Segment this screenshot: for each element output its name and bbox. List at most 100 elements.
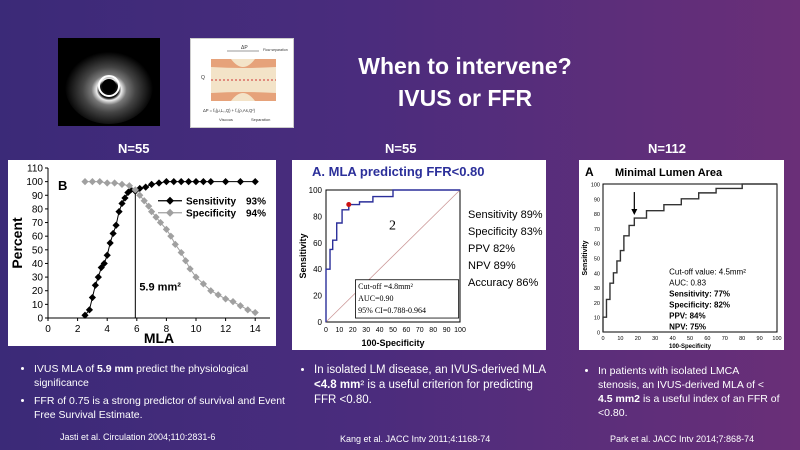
- x-tick-label: 60: [403, 327, 411, 334]
- stat-line: AUC: 0.83: [669, 278, 706, 287]
- ivus-image-graphic: [58, 38, 160, 126]
- stat-line: NPV: 75%: [669, 322, 706, 331]
- plot-frame: [602, 183, 778, 333]
- x-tick-label: 0: [45, 324, 51, 335]
- y-axis-label: Sensitivity: [582, 240, 589, 275]
- data-point: [171, 240, 179, 248]
- x-tick-label: 50: [687, 336, 693, 342]
- data-point: [91, 281, 99, 289]
- data-point: [182, 257, 190, 265]
- data-point: [103, 179, 111, 187]
- cutoff-point: [346, 202, 352, 208]
- y-tick-label: 60: [313, 239, 322, 248]
- n-label-2: N=55: [385, 141, 417, 156]
- y-tick-label: 10: [594, 316, 600, 322]
- bullets-3: In patients with isolated LMCA stenosis,…: [580, 364, 780, 424]
- y-tick-label: 30: [32, 273, 44, 284]
- data-point: [251, 178, 259, 186]
- inset-line: Cut-off =4.8mm²: [358, 282, 413, 291]
- x-tick-label: 60: [704, 336, 710, 342]
- y-tick-label: 100: [309, 186, 323, 195]
- data-point: [121, 194, 129, 202]
- x-tick-label: 80: [739, 336, 745, 342]
- data-point: [185, 178, 193, 186]
- x-tick-label: 50: [389, 327, 397, 334]
- y-tick-label: 70: [32, 218, 44, 229]
- diagram-viscous-label: Viscous: [219, 117, 233, 122]
- y-tick-label: 80: [594, 212, 600, 218]
- y-tick-label: 110: [27, 164, 43, 175]
- bullet-1-2: FFR of 0.75 is a strong predictor of sur…: [34, 394, 286, 422]
- x-tick-label: 40: [376, 327, 384, 334]
- stat-line: PPV 82%: [468, 243, 515, 255]
- stat-line: Specificity: 82%: [669, 300, 730, 309]
- y-tick-label: 80: [32, 204, 44, 215]
- data-point: [118, 199, 126, 208]
- data-point: [140, 197, 148, 205]
- y-tick-label: 100: [591, 183, 600, 189]
- panel-letter: A: [585, 165, 594, 179]
- chart-panel-3: A Minimal Lumen Area 0 10 20 30 40 50 60 70 80 90 10…: [579, 160, 784, 350]
- stat-line: Specificity 83%: [468, 226, 543, 238]
- data-point: [88, 293, 96, 302]
- data-point: [106, 239, 114, 247]
- y-tick-label: 20: [32, 286, 44, 297]
- data-point: [186, 265, 194, 273]
- data-point: [244, 306, 252, 314]
- stenosis-diagram-graphic: ΔP Q Flow separation ΔP = fᵥ(μ,Lₛ,Q) + f…: [201, 45, 288, 122]
- x-tick-label: 90: [443, 327, 451, 334]
- y-tick-label: 60: [594, 242, 600, 248]
- roc-curve: [602, 183, 777, 332]
- roc-curve: [325, 189, 460, 322]
- data-point: [236, 178, 244, 186]
- legend-label: Specificity: [186, 209, 236, 220]
- data-point: [192, 178, 200, 186]
- chart-panel-1: 0 10 20 30 40 50 60 70 80 90 100 110 0 2 4 6 8 10 12 14 MLA P…: [8, 160, 276, 346]
- stat-line: Sensitivity: 77%: [669, 289, 730, 298]
- n-label-1: N=55: [118, 141, 150, 156]
- title-line2: IVUS or FFR: [397, 85, 533, 111]
- data-point: [131, 186, 139, 194]
- y-tick-label: 100: [26, 177, 43, 188]
- x-tick-label: 12: [220, 324, 232, 335]
- cutoff-arrow-head: [631, 209, 638, 216]
- x-tick-label: 10: [190, 324, 202, 335]
- y-tick-label: 90: [594, 197, 600, 203]
- data-point: [100, 259, 108, 268]
- x-tick-label: 0: [324, 327, 328, 334]
- stat-line: Sensitivity 89%: [468, 209, 543, 221]
- y-tick-label: 30: [594, 286, 600, 292]
- diagram-dp-label: ΔP: [241, 45, 248, 51]
- data-point: [162, 225, 170, 233]
- x-tick-label: 10: [617, 336, 623, 342]
- chart-1: 0 10 20 30 40 50 60 70 80 90 100 110 0 2 4 6 8 10 12 14 MLA P…: [9, 164, 270, 346]
- x-tick-label: 2: [75, 324, 81, 335]
- x-tick-label: 100: [772, 336, 781, 342]
- stat-line: Accuracy 86%: [468, 277, 539, 289]
- y-tick-label: 0: [597, 331, 600, 337]
- stat-line: NPV 89%: [468, 260, 516, 272]
- x-tick-label: 4: [104, 324, 110, 335]
- citation-1: Jasti et al. Circulation 2004;110:2831-6: [60, 432, 216, 442]
- data-point: [124, 188, 132, 197]
- n-label-3: N=112: [648, 141, 686, 156]
- x-tick-label: 70: [416, 327, 424, 334]
- cutoff-annotation: 5.9 mm²: [139, 282, 181, 294]
- data-point: [167, 232, 175, 240]
- panel-letter: B: [58, 178, 67, 193]
- diagram-flow-label: Flow separation: [263, 48, 288, 52]
- legend-marker: [166, 208, 174, 217]
- y-tick-label: 0: [318, 318, 323, 327]
- bullet-3-1: In patients with isolated LMCA stenosis,…: [598, 364, 780, 420]
- y-axis-label: Sensitivity: [298, 233, 308, 278]
- x-axis-label: MLA: [144, 330, 174, 346]
- x-tick-label: 20: [349, 327, 357, 334]
- diagram-separation-label: Separation: [251, 117, 270, 122]
- citation-3: Park et al. JACC Intv 2014;7:868-74: [610, 434, 755, 444]
- legend-label: Sensitivity: [186, 197, 236, 208]
- y-tick-label: 40: [32, 259, 44, 270]
- ivus-image: [58, 38, 160, 126]
- data-point: [251, 308, 259, 317]
- x-tick-label: 90: [757, 336, 763, 342]
- chart-title: Minimal Lumen Area: [615, 167, 723, 179]
